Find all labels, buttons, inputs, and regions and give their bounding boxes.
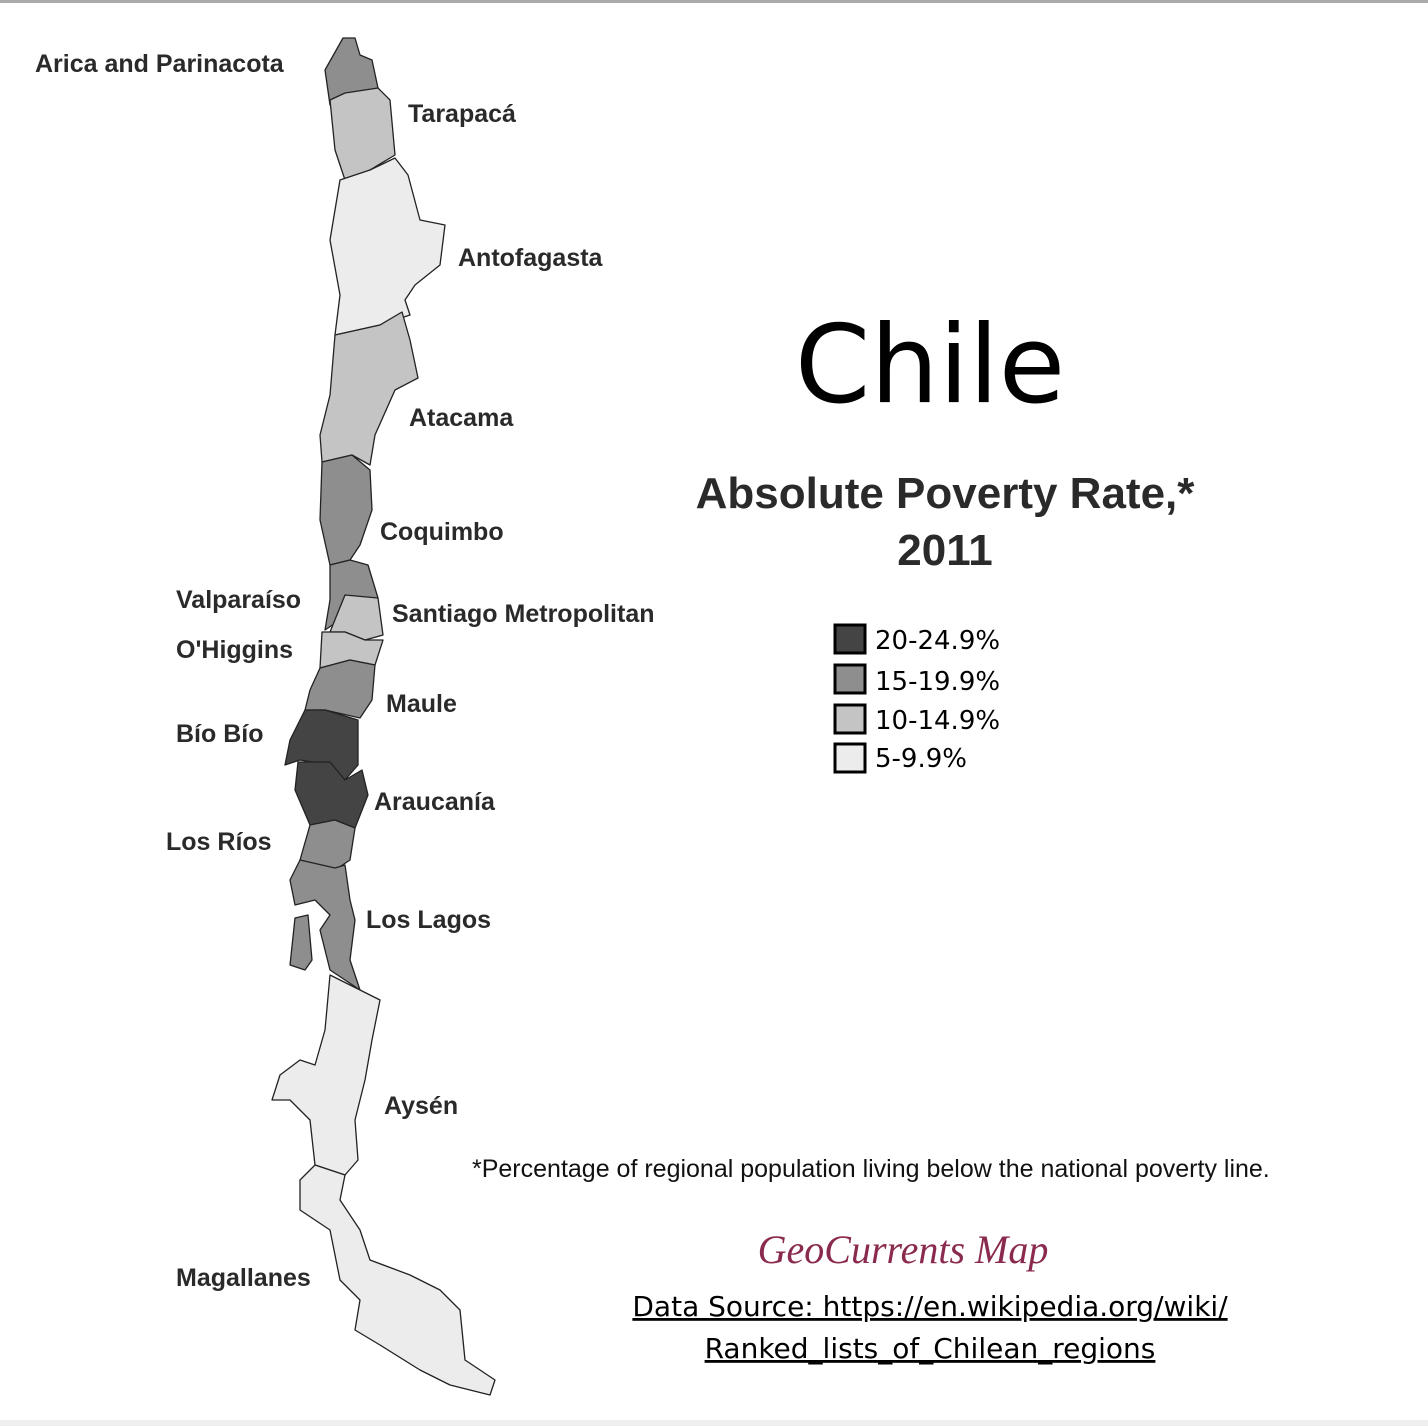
region-label: Santiago Metropolitan — [392, 600, 655, 628]
legend: 20-24.9% 15-19.9% 10-14.9% 5-9.9% — [833, 623, 1000, 774]
region-shape — [289, 914, 313, 971]
legend-label: 15-19.9% — [875, 667, 1000, 697]
region-shape — [271, 974, 381, 1176]
region-label: Aysén — [384, 1092, 458, 1120]
legend-swatch — [833, 623, 867, 655]
top-border — [0, 0, 1428, 3]
region-label: Valparaíso — [176, 586, 301, 614]
region-label: Tarapacá — [408, 100, 516, 128]
region-label: Los Lagos — [366, 906, 491, 934]
region-shape — [304, 659, 376, 719]
region-label: Maule — [386, 690, 457, 718]
region-shape — [294, 761, 369, 829]
region-shape — [329, 157, 446, 336]
region-shape — [289, 859, 361, 991]
region-shape — [329, 87, 396, 181]
source-link[interactable]: Ranked_lists_of_Chilean_regions — [705, 1332, 1156, 1365]
legend-label: 20-24.9% — [875, 626, 1000, 656]
region-label: Araucanía — [374, 788, 496, 816]
region-label: Atacama — [409, 404, 514, 432]
title: Chile — [795, 303, 1065, 428]
legend-swatch — [833, 663, 867, 695]
legend-swatch — [833, 703, 867, 735]
region-label: Los Ríos — [166, 828, 272, 856]
footnote: *Percentage of regional population livin… — [472, 1155, 1270, 1183]
region-label: Arica and Parinacota — [35, 50, 285, 78]
subtitle: Absolute Poverty Rate,* — [696, 469, 1196, 518]
region-label: Coquimbo — [380, 518, 504, 546]
source-link[interactable]: Data Source: https://en.wikipedia.org/wi… — [632, 1290, 1228, 1323]
region-label: Antofagasta — [458, 244, 604, 272]
regions — [271, 37, 496, 1396]
credit: GeoCurrents Map — [758, 1227, 1049, 1272]
subtitle: 2011 — [897, 526, 992, 575]
region-label: O'Higgins — [176, 636, 293, 664]
region-shape — [299, 1164, 496, 1396]
region-label: Bío Bío — [176, 720, 264, 748]
legend-label: 5-9.9% — [875, 744, 967, 774]
region-label: Magallanes — [176, 1264, 311, 1292]
region-shape — [319, 454, 373, 566]
bottom-border — [0, 1420, 1428, 1426]
region-shape — [319, 311, 419, 466]
region-labels: Arica and Parinacota Tarapacá Antofagast… — [35, 50, 655, 1292]
legend-swatch — [833, 742, 867, 774]
legend-label: 10-14.9% — [875, 706, 1000, 736]
